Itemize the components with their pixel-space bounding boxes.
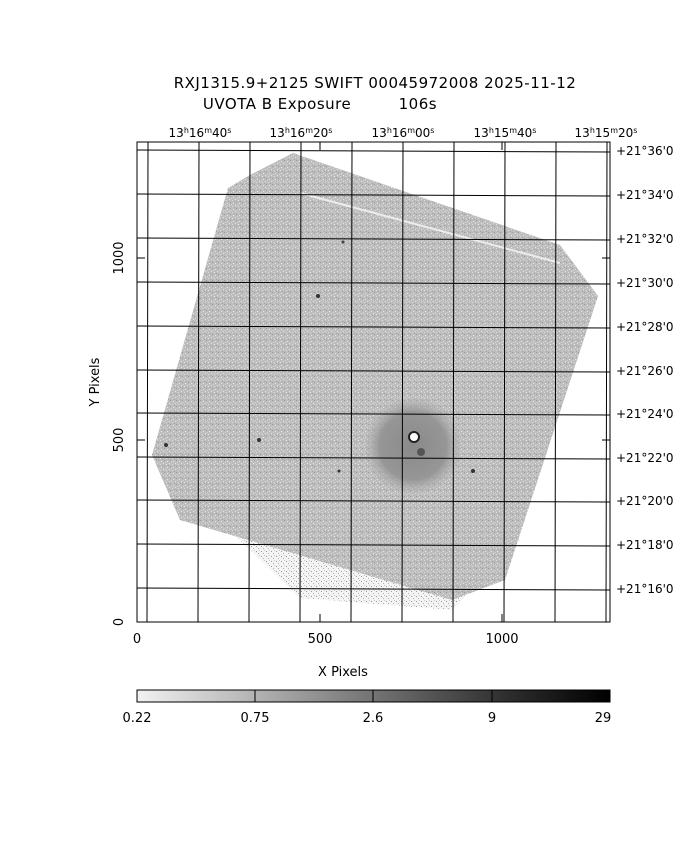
ra-tick-label: 13h15m20s (575, 126, 638, 140)
faint-source (316, 294, 320, 298)
readout-streak (299, 192, 561, 264)
ra-grid-line (350, 142, 353, 622)
dec-grid-line (137, 412, 610, 416)
dec-tick-label: +21°30'0 (616, 276, 674, 290)
faint-source (341, 240, 345, 244)
dec-grid-line (137, 149, 610, 153)
dec-tick-label: +21°36'0 (616, 144, 674, 158)
dec-tick-label: +21°16'0 (616, 582, 674, 596)
ra-tick-label: 13h16m00s (372, 126, 435, 140)
x-axis-label: X Pixels (318, 665, 368, 680)
bright-source (408, 431, 420, 443)
x-tick-label: 500 (308, 632, 333, 647)
y-tick-label: 0 (112, 618, 127, 626)
bright-source-halo (365, 398, 461, 494)
faint-source (164, 443, 168, 447)
dec-grid-line (137, 587, 610, 591)
dec-tick-label: +21°26'0 (616, 364, 674, 378)
ra-grid-line (248, 142, 251, 622)
dec-grid-line (137, 369, 610, 373)
pixel-ticks (136, 142, 610, 623)
dec-grid-line (137, 499, 610, 503)
colorbar-label: 9 (488, 711, 496, 726)
dec-tick-label: +21°34'0 (616, 188, 674, 202)
colorbar-label: 29 (595, 711, 612, 726)
ra-grid-line (503, 142, 506, 622)
colorbar-label: 0.22 (123, 711, 152, 726)
ra-tick-label: 13h16m20s (270, 126, 333, 140)
exposure-image (152, 153, 598, 610)
image-subtitle: UVOTA B Exposure 106s (202, 95, 438, 113)
colorbar-ticks (254, 690, 493, 702)
y-axis-label: Y Pixels (88, 357, 103, 407)
ra-grid-line (554, 142, 557, 622)
x-tick-label: 0 (133, 632, 141, 647)
dec-grid-line (137, 281, 610, 285)
plot-frame (136, 141, 611, 623)
ra-grid-line (146, 142, 149, 622)
dec-tick-label: +21°18'0 (616, 538, 674, 552)
dec-tick-label: +21°28'0 (616, 320, 674, 334)
dec-tick-label: +21°32'0 (616, 232, 674, 246)
dec-tick-labels: +21°36'0 +21°34'0 +21°32'0 +21°30'0 +21°28'0… (616, 144, 674, 596)
ra-tick-label: 13h15m40s (474, 126, 537, 140)
exposure-footprint (152, 153, 598, 600)
dec-grid-line (137, 193, 610, 197)
colorbar-label: 2.6 (363, 711, 384, 726)
dec-tick-label: +21°24'0 (616, 407, 674, 421)
dec-grid-line (137, 543, 610, 547)
dec-grid-line (137, 456, 610, 460)
ra-tick-label: 13h16m40s (169, 126, 232, 140)
faint-source (471, 469, 475, 473)
ra-grid-line (299, 142, 302, 622)
ra-grid-line (197, 142, 200, 622)
dec-tick-label: +21°20'0 (616, 494, 674, 508)
ra-grid-line (401, 142, 404, 622)
dec-grid-line (137, 325, 610, 329)
dec-tick-label: +21°22'0 (616, 451, 674, 465)
x-tick-label: 1000 (485, 632, 518, 647)
y-tick-label: 500 (112, 428, 127, 453)
faint-source (257, 438, 261, 442)
colorbar-label: 0.75 (241, 711, 270, 726)
image-title: RXJ1315.9+2125 SWIFT 00045972008 2025-11… (173, 74, 577, 92)
ra-grid-line (452, 142, 455, 622)
faint-source (337, 469, 341, 473)
dec-grid-line (137, 237, 610, 241)
coordinate-grid (137, 142, 610, 622)
ra-tick-labels: 13h16m40s 13h16m20s 13h16m00s 13h15m40s … (169, 126, 638, 140)
ra-grid-line (605, 142, 608, 622)
bright-source-ghost (417, 448, 425, 456)
y-tick-label: 1000 (112, 241, 127, 274)
